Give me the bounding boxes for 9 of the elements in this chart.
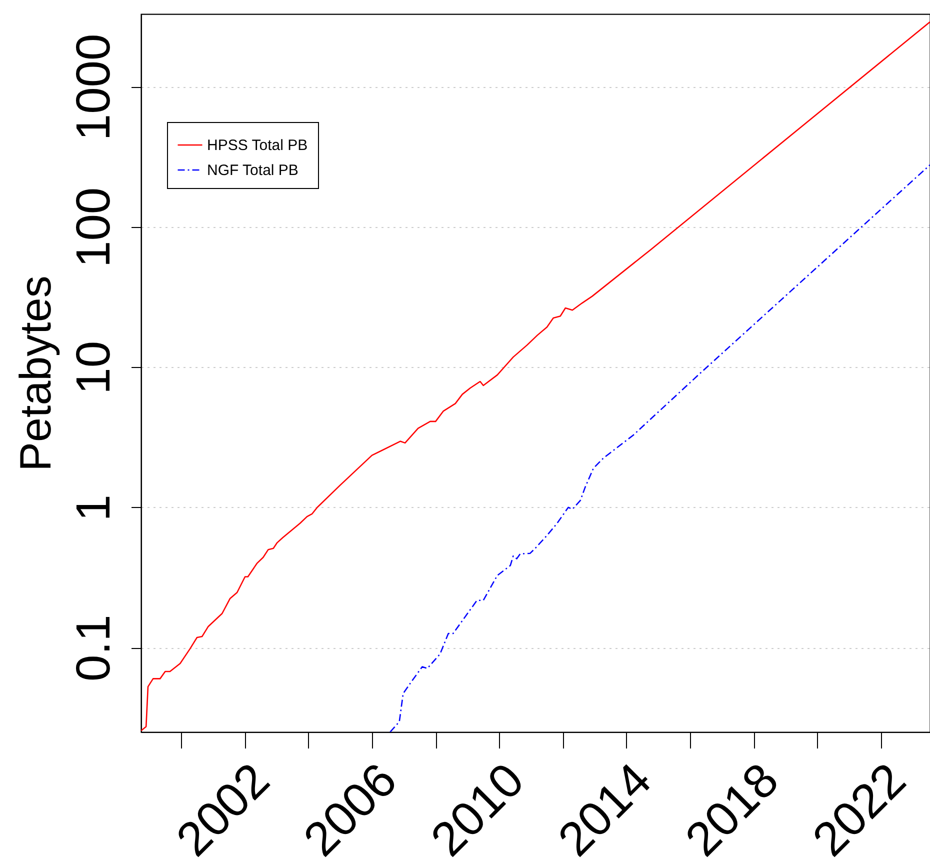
y-tick-label: 1 <box>68 494 120 522</box>
y-tick-label: 0.1 <box>68 614 120 682</box>
line-series <box>389 164 930 732</box>
y-tick-label: 100 <box>68 187 120 268</box>
legend-label: NGF Total PB <box>207 162 298 179</box>
y-tick-label: 1000 <box>68 34 120 141</box>
y-tick-label: 10 <box>68 340 120 394</box>
legend-label: HPSS Total PB <box>207 137 308 154</box>
y-axis-title: Petabytes <box>12 276 60 472</box>
